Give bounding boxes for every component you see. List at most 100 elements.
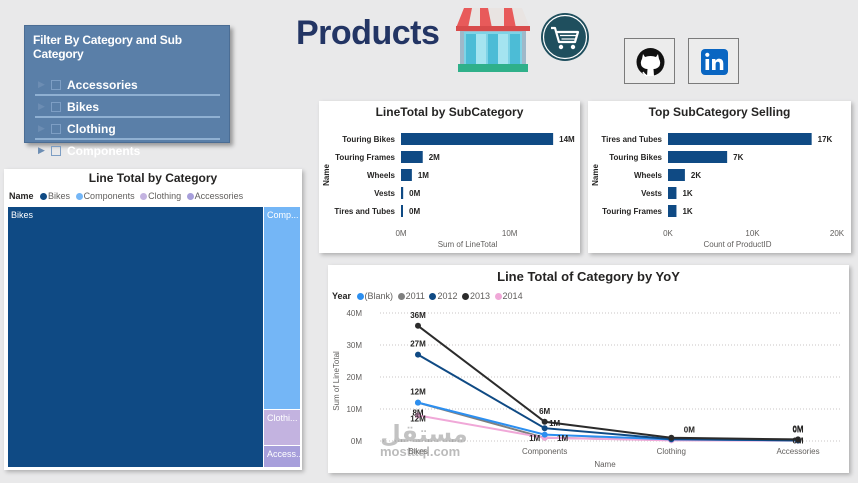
x-tick-label: 0K — [663, 229, 673, 238]
x-tick-label: 10K — [745, 229, 760, 238]
y-category-label: Touring Bikes — [342, 135, 395, 144]
y-tick-label: 20M — [346, 373, 362, 382]
y-category-label: Touring Frames — [335, 153, 395, 162]
shop-icon — [456, 8, 530, 72]
x-tick-label: Accessories — [776, 447, 819, 456]
series-point[interactable] — [415, 399, 421, 406]
point-data-label: 27M — [410, 340, 426, 349]
category-filter-slicer[interactable]: Filter By Category and Sub Category ▶ Ac… — [24, 25, 230, 158]
bar-data-label: 14M — [559, 135, 575, 144]
bar-data-label: 1K — [682, 207, 692, 216]
line-legend: Year (Blank) 2011 2012 2013 2014 — [332, 291, 525, 301]
chevron-right-icon[interactable]: ▶ — [38, 101, 45, 111]
point-data-label: 0M — [792, 424, 803, 433]
chevron-right-icon[interactable]: ▶ — [38, 123, 45, 133]
y-category-label: Vests — [374, 189, 395, 198]
bar[interactable] — [668, 205, 677, 217]
legend-title: Year — [332, 291, 352, 301]
legend-item-blank[interactable]: (Blank) — [356, 291, 393, 301]
y-axis-title: Name — [322, 164, 331, 186]
checkbox[interactable] — [51, 146, 61, 156]
filter-item-accessories[interactable]: ▶ Accessories — [35, 76, 220, 96]
bar[interactable] — [668, 187, 677, 199]
bar-data-label: 2K — [691, 171, 701, 180]
point-data-label: 36M — [410, 311, 426, 320]
point-data-label: 12M — [410, 414, 426, 423]
series-point[interactable] — [668, 434, 675, 441]
legend-item-2012[interactable]: 2012 — [429, 291, 457, 301]
series-point[interactable] — [415, 351, 421, 358]
y-category-label: Tires and Tubes — [334, 207, 395, 216]
y-axis-title: Name — [591, 164, 600, 186]
filter-item-bikes[interactable]: ▶ Bikes — [35, 98, 220, 118]
bar[interactable] — [401, 205, 403, 217]
bar[interactable] — [668, 151, 728, 163]
point-data-label: 8M — [412, 409, 423, 418]
filter-item-components[interactable]: ▶ Components — [35, 142, 220, 162]
legend-title: Name — [9, 191, 34, 201]
chevron-right-icon[interactable]: ▶ — [38, 145, 45, 155]
github-button[interactable] — [624, 38, 675, 84]
series-line[interactable] — [417, 401, 799, 442]
series-point[interactable] — [415, 412, 421, 419]
shopping-cart-icon — [541, 13, 589, 61]
x-tick-label: 20K — [830, 229, 845, 238]
series-point[interactable] — [795, 436, 801, 443]
bar-data-label: 1M — [418, 171, 429, 180]
x-tick-label: Components — [522, 447, 567, 456]
x-tick-label: Bikes — [408, 447, 428, 456]
treemap-title: Line Total by Category — [88, 171, 218, 185]
legend-item-2011[interactable]: 2011 — [397, 291, 425, 301]
legend-item-bikes[interactable]: Bikes — [40, 191, 70, 201]
series-line[interactable] — [417, 353, 799, 442]
github-icon — [636, 48, 665, 77]
series-line[interactable] — [417, 401, 799, 442]
bar[interactable] — [401, 151, 423, 163]
series-point[interactable] — [415, 322, 421, 329]
y-tick-label: 10M — [346, 405, 362, 414]
treemap-tile-components[interactable]: Comp... — [264, 207, 300, 409]
bar[interactable] — [401, 187, 404, 199]
y-tick-label: 0M — [351, 437, 362, 446]
linetotal-by-subcategory-chart: 0M 10M Touring Bikes 14M Touring Frames 2M Whe… — [322, 133, 575, 249]
x-axis-title: Sum of LineTotal — [438, 240, 498, 249]
bar-data-label: 7K — [733, 153, 743, 162]
treemap-tile-accessories[interactable]: Access... — [264, 446, 300, 467]
series-point[interactable] — [541, 431, 548, 438]
treemap-tile-clothing[interactable]: Clothi... — [264, 410, 300, 445]
legend-item-components[interactable]: Components — [75, 191, 135, 201]
chevron-right-icon[interactable]: ▶ — [38, 79, 45, 89]
treemap-legend: Name Bikes Components Clothing Accessori… — [9, 191, 246, 201]
checkbox[interactable] — [51, 102, 61, 112]
bar[interactable] — [668, 133, 812, 145]
point-data-label: 0M — [792, 436, 803, 445]
legend-item-2014[interactable]: 2014 — [494, 291, 523, 301]
filter-item-clothing[interactable]: ▶ Clothing — [35, 120, 220, 140]
top-subcategory-selling-chart: 0K 10K 20K Tires and Tubes 17K Touring Bikes 7… — [591, 133, 845, 249]
x-axis-title: Count of ProductID — [703, 240, 771, 249]
bar[interactable] — [668, 169, 685, 181]
treemap-tile-bikes[interactable]: Bikes — [8, 207, 263, 467]
filter-title: Filter By Category and Sub Category — [33, 33, 182, 61]
bar[interactable] — [401, 133, 554, 145]
series-point[interactable] — [541, 418, 548, 425]
x-tick-label: 10M — [502, 229, 518, 238]
bar-data-label: 2M — [429, 153, 440, 162]
filter-item-label: Bikes — [67, 100, 100, 114]
legend-item-accessories[interactable]: Accessories — [186, 191, 243, 201]
point-data-label: 0M — [792, 426, 803, 435]
bar[interactable] — [401, 169, 412, 181]
series-point[interactable] — [541, 425, 548, 432]
legend-item-clothing[interactable]: Clothing — [140, 191, 181, 201]
linetotal-by-subcategory-card: LineTotal by SubCategory 0M 10M Touring Bi… — [319, 101, 580, 253]
series-line[interactable] — [417, 325, 799, 441]
point-data-label: 6M — [539, 407, 550, 416]
legend-item-2013[interactable]: 2013 — [462, 291, 490, 301]
checkbox[interactable] — [51, 80, 61, 90]
checkbox[interactable] — [51, 124, 61, 134]
point-data-label: 1M — [557, 434, 568, 443]
linkedin-button[interactable] — [688, 38, 739, 84]
y-category-label: Wheels — [367, 171, 396, 180]
x-tick-label: Clothing — [657, 447, 686, 456]
bar-data-label: 0M — [409, 189, 420, 198]
